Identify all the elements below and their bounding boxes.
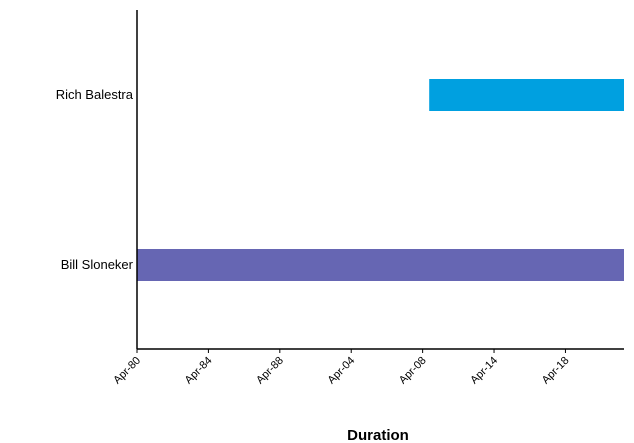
category-label: Bill Sloneker — [61, 257, 134, 272]
x-axis-title: Duration — [347, 427, 409, 443]
x-tick-label: Apr-18 — [540, 355, 572, 387]
x-tick-label: Apr-84 — [183, 355, 215, 387]
category-label: Rich Balestra — [56, 87, 134, 102]
x-ticks-layer: Apr-80 Apr-84 Apr-88 Apr-04 Apr-08 Apr-14 Apr-… — [111, 349, 572, 387]
x-tick-label: Apr-80 — [111, 355, 143, 387]
x-tick-label: Apr-14 — [468, 355, 500, 387]
bar-bill-sloneker — [137, 249, 624, 281]
bars-layer — [137, 79, 624, 281]
x-tick-label: Apr-08 — [397, 355, 429, 387]
category-labels-layer: Rich Balestra Bill Sloneker — [56, 87, 134, 272]
x-tick-label: Apr-88 — [254, 355, 286, 387]
bar-rich-balestra — [429, 79, 624, 111]
axes-layer — [136, 10, 624, 350]
x-tick-label: Apr-04 — [326, 355, 358, 387]
